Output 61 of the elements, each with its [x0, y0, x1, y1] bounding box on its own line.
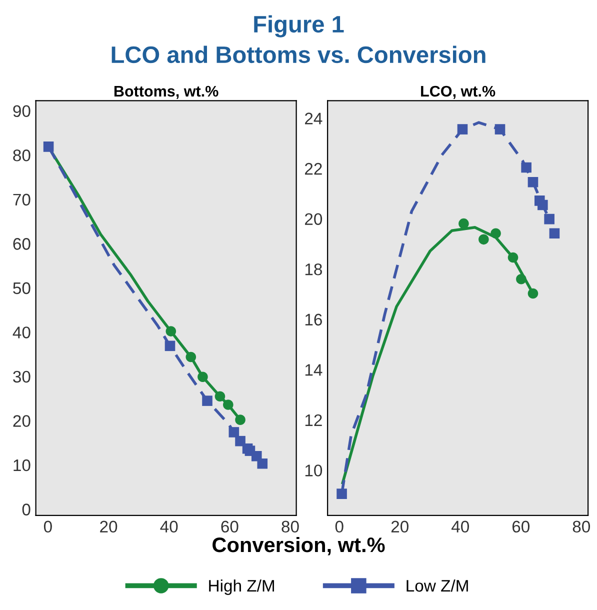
x-tick-label: 80 — [282, 520, 299, 533]
y-tick-label: 70 — [13, 194, 30, 206]
y-tick-label: 20 — [13, 415, 30, 427]
point — [186, 352, 196, 362]
point — [490, 228, 501, 239]
x-tick-label: 40 — [160, 520, 178, 533]
point — [164, 340, 176, 352]
x-axis-title: Conversion, wt.% — [212, 536, 385, 556]
y-tick-label: 24 — [305, 112, 322, 124]
point — [257, 458, 268, 469]
legend-label: High Z/M — [209, 579, 274, 595]
point — [521, 162, 532, 173]
caption: Figure 1 — [254, 15, 344, 38]
chart-title: Bottoms, wt.% — [114, 86, 218, 99]
point — [538, 200, 548, 210]
y-tick-label: 60 — [13, 238, 30, 250]
x-tick-label: 40 — [451, 520, 469, 533]
x-tick-label: 60 — [512, 520, 530, 533]
point — [544, 214, 554, 224]
legend-label: Low Z/M — [406, 579, 468, 592]
y-tick-label: 50 — [13, 282, 30, 294]
point — [43, 142, 54, 152]
point — [198, 372, 208, 382]
point — [528, 288, 538, 299]
point — [494, 124, 506, 134]
point — [336, 488, 347, 499]
x-tick-label: 60 — [221, 520, 238, 533]
point — [235, 414, 246, 425]
y-tick-label: 0 — [22, 504, 30, 516]
text: LCO and Bottoms vs. Conversion — [112, 46, 486, 64]
point — [508, 252, 518, 263]
y-tick-label: 30 — [13, 370, 30, 383]
x-tick-label: 0 — [44, 520, 52, 533]
point — [235, 436, 246, 446]
chart-title: LCO, wt.% — [421, 86, 496, 99]
point — [516, 274, 526, 284]
x-tick-label: 80 — [572, 520, 590, 533]
point — [202, 396, 212, 406]
x-tick-label: 20 — [100, 520, 118, 533]
x-tick-label: 0 — [335, 520, 344, 533]
point — [214, 391, 226, 402]
y-tick-label: 10 — [14, 459, 30, 472]
point — [528, 176, 538, 188]
y-tick-label: 40 — [12, 326, 30, 338]
point — [457, 124, 468, 134]
y-tick-label: 14 — [305, 364, 322, 376]
point — [478, 234, 489, 245]
point — [549, 228, 560, 239]
y-tick-label: 18 — [305, 263, 322, 276]
y-tick-label: 90 — [13, 105, 30, 118]
y-tick-label: 12 — [305, 414, 322, 426]
y-tick-label: 16 — [305, 314, 322, 326]
y-tick-label: 20 — [305, 213, 322, 226]
point — [223, 400, 234, 410]
point — [458, 218, 469, 229]
y-tick-label: 80 — [13, 150, 30, 162]
point — [228, 427, 240, 438]
y-tick-label: 22 — [305, 162, 322, 175]
x-tick-label: 20 — [391, 520, 408, 533]
point — [166, 326, 176, 336]
y-tick-label: 10 — [305, 464, 322, 476]
